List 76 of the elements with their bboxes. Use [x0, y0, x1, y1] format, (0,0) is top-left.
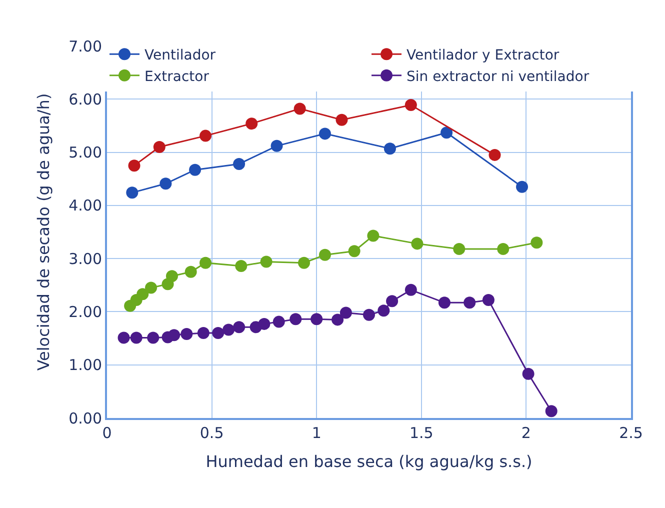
y-tick-label: 1.00 — [68, 356, 102, 374]
y-tick-label: 3.00 — [68, 250, 102, 268]
point — [332, 314, 344, 326]
point — [235, 260, 248, 272]
point — [180, 328, 193, 340]
point — [348, 245, 360, 258]
point — [233, 321, 246, 334]
point — [294, 102, 306, 115]
point — [522, 368, 534, 380]
point — [386, 295, 398, 308]
point — [184, 266, 197, 278]
point — [260, 256, 272, 268]
point — [367, 230, 380, 242]
x-tick-label: 2.5 — [619, 424, 643, 442]
point — [404, 284, 417, 296]
point — [298, 256, 310, 269]
x-tick-label: 0 — [102, 424, 112, 442]
legend-label: Sin extractor ni ventilador — [406, 68, 590, 85]
point — [166, 270, 178, 282]
y-axis-title: Velocidad de secado (g de agua/h) — [34, 93, 53, 371]
point — [404, 98, 417, 111]
point — [438, 296, 450, 309]
legend-label: Extractor — [144, 68, 210, 85]
point — [147, 332, 160, 344]
x-tick-label: 1.5 — [409, 424, 434, 442]
point — [318, 248, 331, 261]
y-tick-label: 2.00 — [68, 302, 102, 321]
point — [168, 329, 180, 342]
point — [233, 158, 246, 170]
point — [363, 308, 375, 321]
point — [258, 318, 270, 330]
point — [153, 140, 166, 153]
point — [336, 114, 348, 126]
x-tick-label: 1 — [312, 424, 322, 442]
y-tick-label: 0.00 — [68, 409, 102, 428]
point — [482, 294, 494, 306]
point — [128, 160, 140, 172]
point — [189, 164, 202, 176]
point — [545, 405, 558, 418]
point — [272, 316, 285, 328]
y-tick-label: 5.00 — [68, 144, 102, 162]
point — [488, 148, 501, 161]
y-tick-label: 6.00 — [68, 90, 102, 108]
point — [246, 118, 258, 130]
x-tick-label: 2 — [521, 424, 531, 442]
point — [411, 238, 424, 250]
x-tick-label: 0.5 — [200, 424, 224, 442]
point — [440, 126, 453, 139]
y-tick-label: 4.00 — [68, 196, 102, 215]
point — [453, 243, 466, 256]
point — [136, 288, 149, 300]
legend-label: Ventilador y Extractor — [406, 48, 560, 64]
point — [290, 313, 302, 326]
point — [200, 130, 212, 142]
point — [212, 326, 224, 339]
legend-label: Ventilador — [144, 48, 216, 64]
point — [318, 128, 331, 140]
point — [378, 304, 390, 317]
point — [464, 296, 476, 309]
x-axis-title: Humedad en base seca (kg agua/kg s.s.) — [206, 452, 532, 472]
point — [126, 186, 138, 199]
point — [340, 306, 352, 319]
point — [270, 140, 283, 152]
point — [516, 180, 528, 193]
point — [130, 332, 142, 344]
point — [145, 282, 158, 294]
point — [310, 313, 323, 326]
point — [200, 256, 212, 269]
point — [530, 236, 543, 249]
y-tick-label: 7.00 — [68, 37, 102, 56]
point — [197, 326, 210, 339]
point — [384, 142, 396, 155]
point — [222, 324, 235, 336]
point — [497, 243, 510, 256]
point — [118, 332, 130, 344]
point — [160, 178, 172, 190]
